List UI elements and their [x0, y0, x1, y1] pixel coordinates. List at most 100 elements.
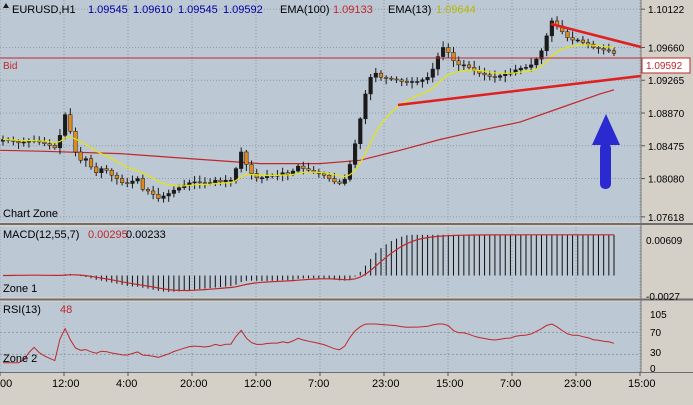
bear-candle: [145, 189, 151, 192]
bull-candle: [363, 93, 368, 120]
time-tick-label: 7:00: [500, 378, 521, 390]
candle: [482, 67, 487, 81]
bear-candle: [611, 50, 617, 54]
bear-candle: [125, 182, 130, 184]
bull-candle: [296, 165, 301, 172]
bull-candle: [83, 158, 88, 161]
bear-candle: [492, 76, 497, 78]
time-tick-label: 12:00: [52, 378, 80, 390]
bear-candle: [466, 64, 472, 68]
candle: [63, 112, 68, 140]
macd-tick-bottom: -0.0027: [646, 292, 680, 303]
candle: [399, 78, 404, 87]
macd-tick-top: 0.00609: [646, 236, 683, 247]
ema-fast-label: EMA(13): [388, 4, 431, 16]
current-price-label: 1.09592: [646, 61, 683, 72]
macd-value-2: 0.00233: [126, 229, 166, 241]
close-value: 1.09592: [223, 4, 263, 16]
bear-candle: [151, 190, 156, 195]
bear-candle: [78, 151, 83, 161]
bull-candle: [518, 67, 523, 71]
candle: [306, 162, 311, 173]
bull-candle: [368, 77, 373, 95]
bear-candle: [140, 178, 145, 190]
bull-candle: [265, 175, 270, 178]
bear-candle: [327, 174, 332, 179]
candle: [249, 160, 254, 180]
bull-candle: [503, 73, 508, 76]
time-tick-label: 23:00: [564, 378, 592, 390]
bull-candle: [529, 64, 534, 68]
candle: [161, 192, 166, 203]
bear-candle: [601, 48, 606, 51]
up-arrow-icon[interactable]: [592, 114, 620, 189]
candle: [435, 52, 440, 76]
bear-candle: [565, 31, 570, 38]
bull-candle: [347, 164, 352, 180]
bear-candle: [378, 72, 384, 78]
bear-candle: [94, 166, 99, 173]
bull-candle: [425, 77, 430, 81]
rsi-line: [3, 323, 615, 364]
candle: [223, 175, 228, 188]
price-axis[interactable]: 1.10122 1.09660 1.09265 1.08870 1.08475 1.080…: [641, 5, 685, 224]
price-tick-label: 1.07618: [648, 213, 685, 224]
candle: [353, 139, 358, 169]
bull-candle: [130, 180, 135, 184]
bear-candle: [482, 72, 487, 76]
main-zone-label: Chart Zone: [3, 208, 58, 220]
bear-candle: [42, 141, 47, 144]
candle: [202, 177, 207, 189]
rsi-tick-70: 70: [650, 328, 662, 339]
lower-trendline[interactable]: [397, 74, 642, 107]
bull-candle: [228, 179, 233, 182]
bull-candle: [498, 75, 503, 78]
bull-candle: [435, 56, 440, 70]
bull-candle: [544, 35, 549, 52]
macd-label: MACD(12,55,7): [3, 229, 79, 241]
candle: [114, 172, 119, 185]
bear-candle: [68, 114, 73, 132]
candle: [68, 108, 73, 134]
bear-candle: [88, 158, 94, 168]
bull-candle: [63, 114, 68, 136]
candle: [570, 31, 575, 45]
bear-candle: [109, 169, 114, 176]
rsi-pane[interactable]: [0, 302, 641, 372]
bull-candle: [420, 79, 425, 82]
candle: [166, 189, 171, 202]
price-tick-label: 1.09265: [648, 76, 685, 87]
candle: [88, 154, 94, 170]
open-value: 1.09545: [88, 4, 128, 16]
bull-candle: [358, 118, 363, 144]
time-axis[interactable]: 00 12:00 4:00 20:00 12:00 7:00 23:00 15:00 7:00 2…: [0, 372, 656, 390]
bear-candle: [120, 178, 125, 183]
candle: [498, 73, 503, 81]
upper-trendline[interactable]: [550, 22, 642, 49]
bull-candle: [575, 39, 580, 42]
candle: [109, 168, 114, 182]
bull-candle: [233, 168, 239, 181]
current-price-box: 1.09592: [641, 57, 691, 74]
candle: [171, 186, 176, 198]
bull-candle: [534, 58, 539, 66]
bear-candle: [596, 47, 601, 49]
time-tick-label: 15:00: [628, 378, 656, 390]
time-tick-label: 23:00: [372, 378, 400, 390]
candle: [425, 72, 430, 84]
bear-candle: [446, 47, 451, 53]
bear-candle: [114, 174, 119, 179]
candle: [83, 156, 88, 167]
price-tick-label: 1.09660: [648, 43, 685, 54]
candle: [337, 179, 342, 186]
macd-zone-label: Zone 1: [3, 283, 37, 295]
macd-pane[interactable]: [0, 227, 641, 297]
bear-candle: [244, 151, 249, 165]
candle: [26, 138, 31, 148]
candle: [197, 175, 202, 189]
candle: [213, 176, 218, 187]
candle: [529, 58, 534, 72]
candle: [378, 70, 384, 81]
candle: [466, 61, 472, 70]
